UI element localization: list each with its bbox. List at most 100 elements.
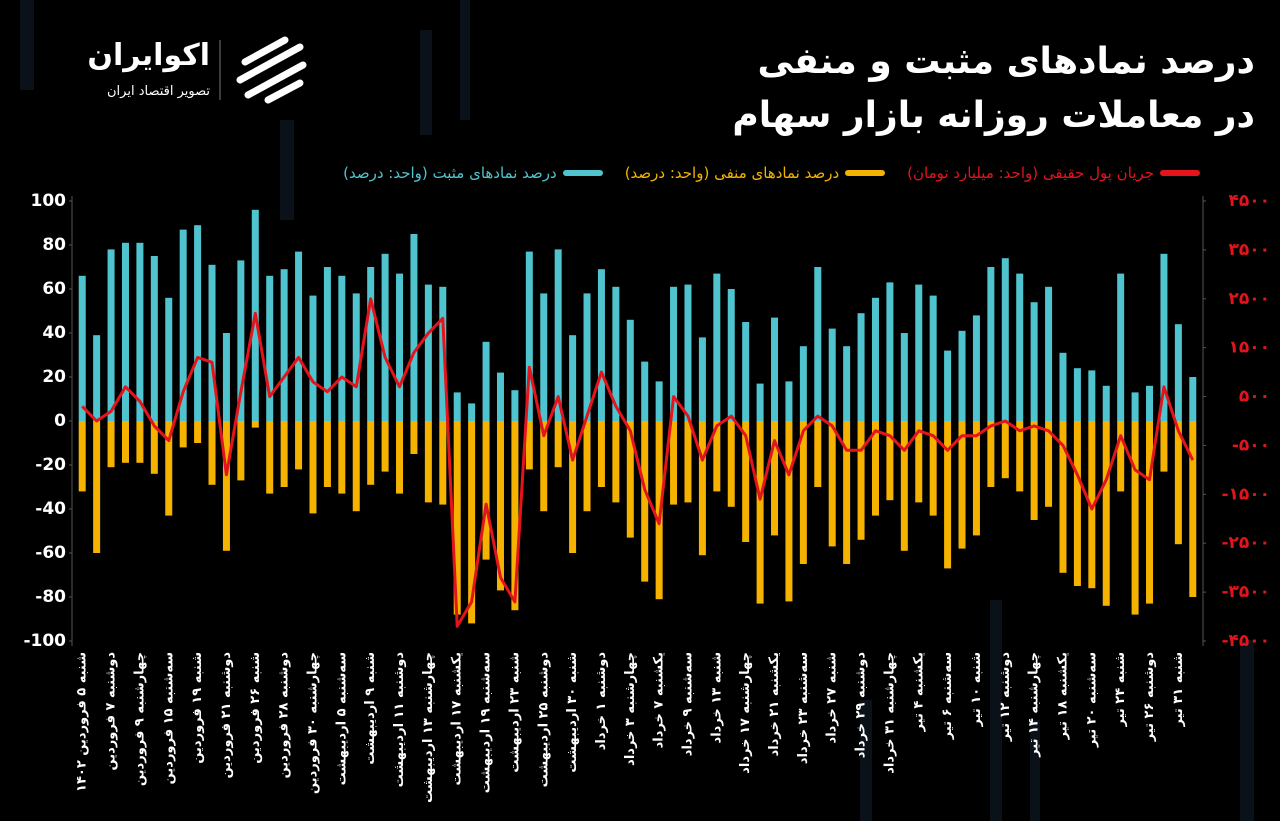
bar bbox=[1131, 392, 1139, 421]
bar bbox=[612, 421, 620, 503]
bar bbox=[482, 421, 490, 560]
bar bbox=[107, 421, 115, 468]
y-tick-label: 80 bbox=[42, 235, 66, 255]
x-tick-label: شنبه ۱۰ تیر bbox=[969, 652, 984, 728]
legend-label: جریان پول حقیقی (واحد: میلیارد تومان) bbox=[907, 164, 1154, 182]
bar bbox=[179, 229, 187, 421]
bar bbox=[93, 421, 101, 553]
bar bbox=[381, 253, 389, 421]
bar bbox=[843, 346, 851, 421]
bar bbox=[626, 421, 634, 538]
x-tick-label: چهارشنبه ۱۳ اردیبهشت bbox=[421, 652, 436, 803]
bar bbox=[569, 421, 577, 553]
x-tick-label: دوشنبه ۱۱ اردیبهشت bbox=[392, 652, 407, 788]
bar bbox=[78, 421, 86, 492]
bar bbox=[424, 421, 432, 503]
bar bbox=[1160, 421, 1168, 472]
bar bbox=[583, 293, 591, 421]
bar bbox=[886, 421, 894, 501]
bar bbox=[727, 289, 735, 421]
bar bbox=[352, 293, 360, 421]
bar bbox=[150, 421, 158, 474]
bar bbox=[684, 421, 692, 503]
bar bbox=[987, 421, 995, 487]
bar bbox=[1146, 421, 1154, 604]
x-tick-label: سه‌شنبه ۶ تیر bbox=[940, 652, 955, 740]
legend-label: درصد نمادهای منفی (واحد: درصد) bbox=[624, 164, 840, 182]
bar bbox=[929, 295, 937, 421]
x-tick-label: دوشنبه ۲۵ اردیبهشت bbox=[536, 652, 551, 788]
bar bbox=[843, 421, 851, 564]
x-tick-label: چهارشنبه ۳۰ فروردین bbox=[305, 652, 320, 794]
bar bbox=[871, 421, 879, 516]
legend-label: درصد نمادهای مثبت (واحد: درصد) bbox=[343, 164, 557, 182]
bar bbox=[150, 256, 158, 421]
x-tick-label: سه‌شنبه ۹ خرداد bbox=[680, 652, 695, 756]
y-tick-label: 60 bbox=[42, 279, 66, 299]
bar bbox=[886, 282, 894, 421]
x-tick-label: شنبه ۹ اردیبهشت bbox=[363, 652, 378, 765]
bar bbox=[785, 421, 793, 602]
bar bbox=[1001, 421, 1009, 479]
bar bbox=[511, 421, 519, 611]
bar bbox=[828, 421, 836, 547]
bar bbox=[1073, 421, 1081, 586]
bar bbox=[482, 341, 490, 421]
x-tick-label: چهارشنبه ۹ فروردین bbox=[132, 652, 147, 786]
bar bbox=[583, 421, 591, 512]
y2-tick-label: -۳۵۰۰ bbox=[1221, 582, 1270, 602]
bar bbox=[1030, 421, 1038, 520]
bar bbox=[1117, 273, 1125, 421]
bar bbox=[1088, 421, 1096, 589]
x-tick-label: سه‌شنبه ۱۹ اردیبهشت bbox=[479, 652, 494, 793]
bar bbox=[540, 421, 548, 512]
x-tick-label: چهارشنبه ۳ خرداد bbox=[623, 652, 638, 766]
bar bbox=[626, 319, 634, 421]
bar bbox=[453, 421, 461, 615]
bar bbox=[280, 269, 288, 421]
bar bbox=[511, 390, 519, 421]
bar bbox=[107, 249, 115, 421]
bar bbox=[900, 421, 908, 551]
bar bbox=[1146, 385, 1154, 421]
x-tick-label: شنبه ۲۷ خرداد bbox=[825, 652, 840, 743]
bar bbox=[1059, 421, 1067, 573]
y2-tick-label: ۲۵۰۰ bbox=[1228, 289, 1270, 309]
bar bbox=[1045, 421, 1053, 507]
x-tick-label: دوشنبه ۱۲ تیر bbox=[998, 652, 1013, 743]
bar bbox=[684, 284, 692, 421]
bar bbox=[93, 335, 101, 421]
bar bbox=[670, 421, 678, 505]
bar bbox=[1131, 421, 1139, 615]
bar bbox=[554, 249, 562, 421]
bar bbox=[597, 269, 605, 421]
x-tick-label: دوشنبه ۲۹ خرداد bbox=[854, 652, 869, 759]
bar bbox=[540, 293, 548, 421]
y2-tick-label: ۱۵۰۰ bbox=[1228, 338, 1270, 358]
bar bbox=[799, 346, 807, 421]
bar bbox=[381, 421, 389, 472]
bar bbox=[309, 295, 317, 421]
title-block: درصد نمادهای مثبت و منفی در معاملات روزا… bbox=[732, 35, 1255, 143]
x-tick-label: سه‌شنبه ۲۳ خرداد bbox=[796, 652, 811, 764]
bar bbox=[453, 392, 461, 421]
bar bbox=[208, 264, 216, 421]
bar bbox=[338, 275, 346, 421]
bar bbox=[496, 372, 504, 421]
bar bbox=[756, 421, 764, 604]
y2-tick-label: -۲۵۰۰ bbox=[1221, 533, 1270, 553]
y-tick-label: 100 bbox=[31, 191, 67, 211]
x-tick-label: شنبه ۳۱ تیر bbox=[1171, 652, 1186, 728]
x-tick-label: شنبه ۲۴ تیر bbox=[1113, 652, 1128, 728]
background-decor bbox=[20, 0, 1254, 821]
bar bbox=[857, 421, 865, 540]
bar bbox=[1088, 370, 1096, 421]
x-tick-label: شنبه ۲۳ اردیبهشت bbox=[507, 652, 522, 773]
x-tick-label: شنبه ۵ فروردین ۱۴۰۲ bbox=[75, 652, 90, 792]
x-tick-label: دوشنبه ۲۶ تیر bbox=[1142, 652, 1157, 743]
bar bbox=[944, 350, 952, 421]
bar bbox=[1016, 273, 1024, 421]
bar bbox=[915, 284, 923, 421]
